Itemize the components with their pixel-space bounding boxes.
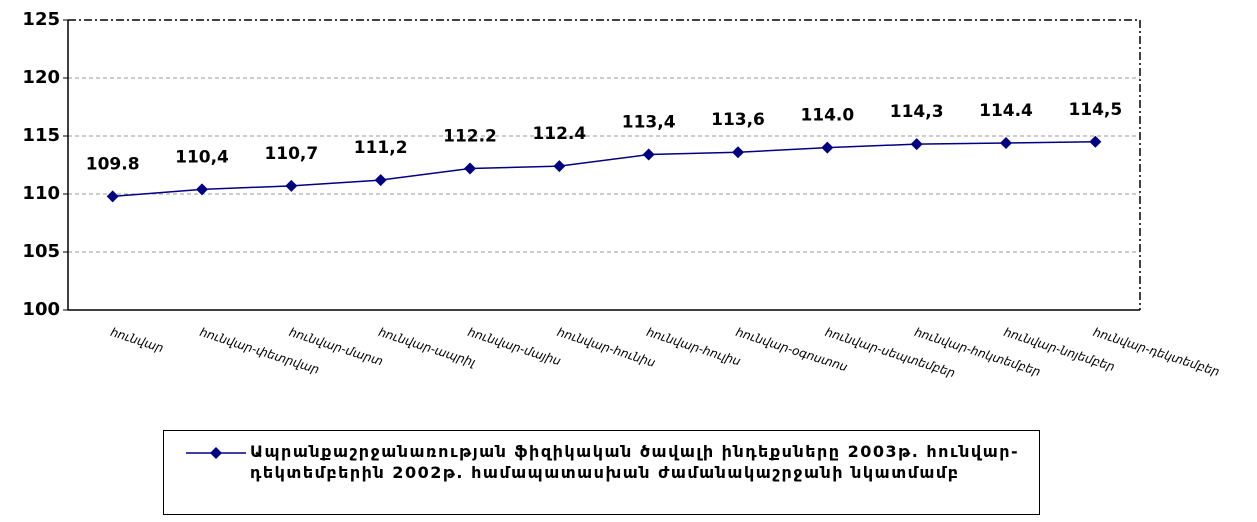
data-point [106, 190, 119, 203]
data-point [1089, 135, 1102, 148]
value-label: 111,2 [354, 138, 408, 158]
legend: Ապրանքաշրջանառության ֆիզիկական ծավալի ին… [163, 430, 1040, 515]
legend-symbol [186, 447, 246, 459]
x-tick-label: հունվար-հունիս [555, 325, 657, 370]
series-line [112, 141, 1096, 198]
value-label: 114,3 [890, 102, 944, 122]
y-tick-label: 115 [22, 125, 60, 146]
y-tick-label: 125 [22, 9, 60, 30]
data-point [642, 148, 655, 161]
value-label: 113,4 [622, 113, 676, 133]
value-label: 114,5 [1068, 100, 1122, 120]
data-point [285, 179, 298, 192]
value-label: 109.8 [86, 154, 140, 174]
x-tick-label: հունվար [109, 325, 166, 355]
value-label: 112.4 [532, 124, 586, 144]
data-point [553, 160, 566, 173]
data-point [374, 174, 387, 187]
data-point [732, 146, 744, 159]
legend-marker [210, 447, 222, 459]
y-tick-label: 110 [22, 183, 60, 204]
legend-label: Ապրանքաշրջանառության ֆիզիկական ծավալի ին… [250, 442, 1020, 482]
x-tick-label: հունվար-մայիս [466, 325, 563, 368]
data-point [910, 138, 923, 151]
value-label: 113,6 [711, 110, 765, 130]
data-point [464, 162, 476, 175]
value-label: 112.2 [443, 126, 497, 146]
data-point [1000, 136, 1012, 149]
x-tick-label: հունվար-ապրիլ [377, 325, 477, 370]
x-tick-label: հունվար-հուլիս [645, 325, 743, 369]
y-tick-label: 105 [22, 241, 60, 262]
value-label: 110,7 [264, 144, 318, 164]
value-label: 114.0 [800, 106, 854, 126]
value-label: 114.4 [979, 101, 1033, 121]
y-tick-label: 100 [22, 299, 60, 320]
value-label: 110,4 [175, 147, 229, 167]
y-tick-label: 120 [22, 67, 60, 88]
data-point [821, 141, 834, 154]
data-point [196, 183, 208, 196]
